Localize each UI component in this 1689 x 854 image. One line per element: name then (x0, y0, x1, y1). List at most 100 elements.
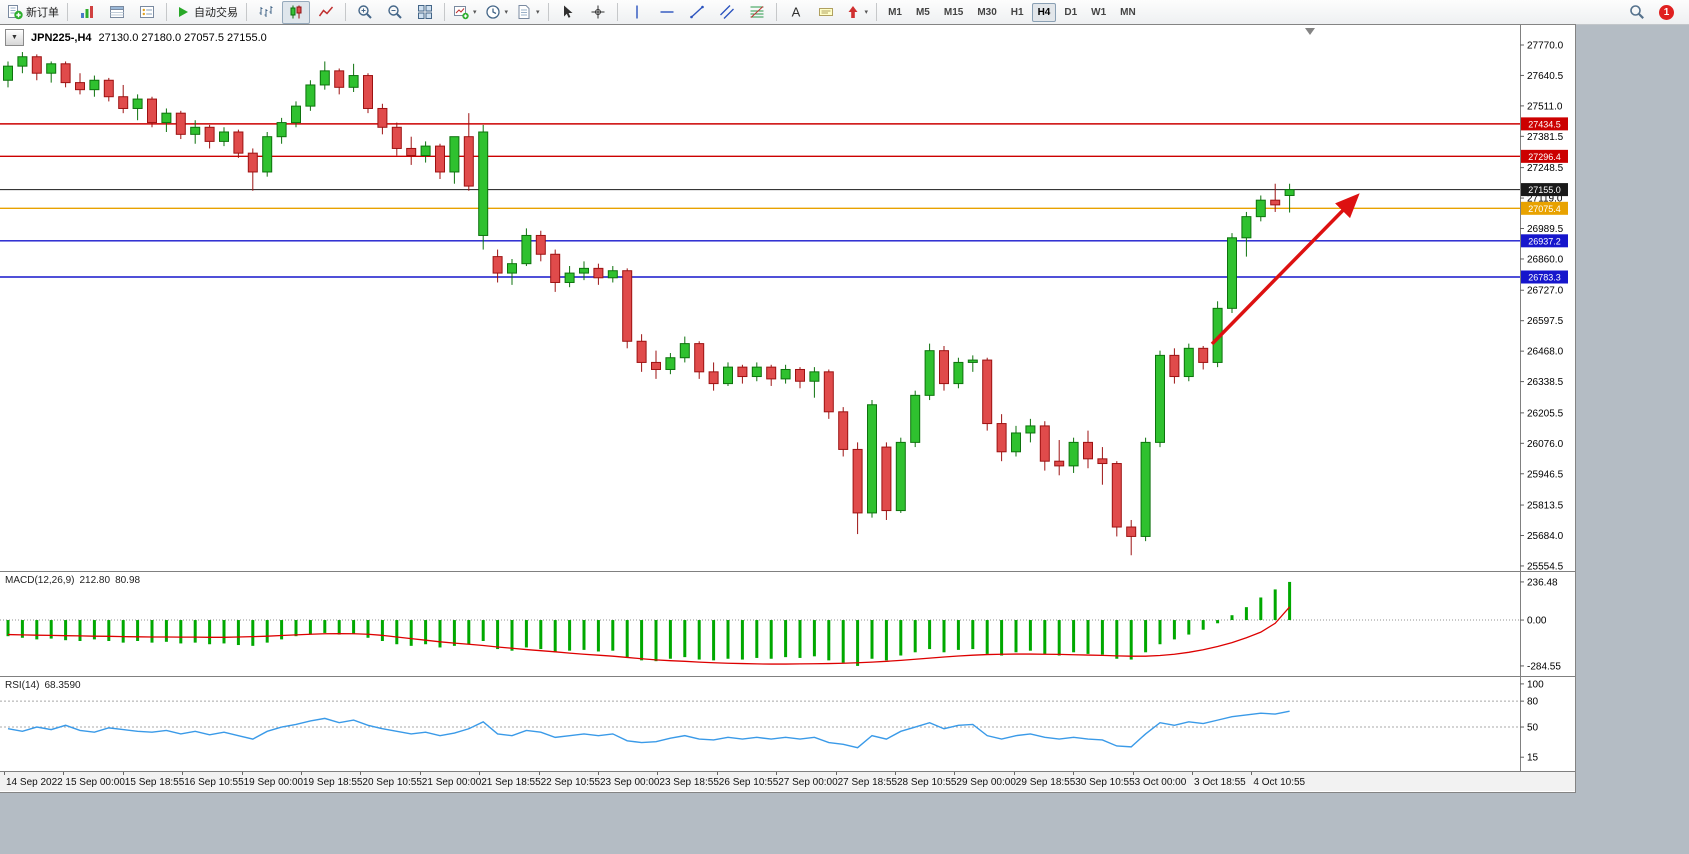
dropdown-caret-icon: ▾ (473, 9, 477, 16)
time-axis[interactable]: 14 Sep 2022 15 Sep 00:00 15 Sep 18:55 16 Se… (0, 771, 1575, 791)
search-button[interactable] (1623, 1, 1651, 24)
toolbar-separator (444, 3, 445, 21)
time-label: 15 Sep 00:00 (65, 777, 125, 788)
svg-text:27381.5: 27381.5 (1527, 132, 1564, 143)
time-tick (538, 772, 540, 775)
vline-icon (629, 4, 645, 20)
timeframe-mn-button[interactable]: MN (1120, 6, 1136, 18)
one-click-trading-toggle[interactable]: ▼ (5, 29, 24, 46)
time-tick (1013, 772, 1015, 775)
svg-text:27296.4: 27296.4 (1528, 152, 1561, 162)
timeframe-h1-button[interactable]: H1 (1010, 6, 1024, 18)
time-tick (835, 772, 837, 775)
time-tick (954, 772, 956, 775)
chart-window[interactable]: 27770.0 27640.5 27511.0 27381.5 27248.5 27119… (0, 24, 1576, 793)
svg-text:26338.5: 26338.5 (1527, 377, 1564, 388)
time-label: 3 Oct 00:00 (1134, 777, 1187, 788)
equidistant-channel-button[interactable] (713, 1, 741, 24)
svg-text:27075.4: 27075.4 (1528, 204, 1561, 214)
cursor-button[interactable] (554, 1, 582, 24)
svg-text:25813.5: 25813.5 (1527, 501, 1564, 512)
timeframe-m15-button[interactable]: M15 (943, 6, 964, 18)
line-chart-button[interactable] (312, 1, 340, 24)
svg-text:A: A (791, 5, 800, 20)
timeframe-h4-button[interactable]: H4 (1031, 2, 1057, 22)
timeframe-m30-button[interactable]: M30 (977, 6, 997, 18)
arrows-button[interactable]: ▾ (842, 1, 872, 24)
new-chart-button[interactable]: ▾ (450, 1, 480, 24)
price-chart-pane[interactable]: 27770.0 27640.5 27511.0 27381.5 27248.5 27119… (0, 25, 1575, 572)
timeframe-m1-button[interactable]: M1 (888, 6, 902, 18)
time-label: 3 Oct 18:55 (1194, 777, 1246, 788)
tile-windows-button[interactable] (411, 1, 439, 24)
templates-button[interactable]: ▾ (513, 1, 543, 24)
trendline-button[interactable] (683, 1, 711, 24)
time-tick (4, 772, 5, 775)
tline-icon (689, 4, 705, 20)
time-label: 23 Sep 00:00 (600, 777, 660, 788)
toolbar-separator (876, 3, 878, 21)
data-window-button[interactable] (103, 1, 131, 24)
svg-text:15: 15 (1527, 753, 1539, 764)
time-label: 27 Sep 00:00 (778, 777, 838, 788)
time-tick (360, 772, 362, 775)
pane-splitter[interactable] (0, 571, 1575, 572)
zoom-out-button[interactable] (381, 1, 409, 24)
fibonacci-retracement-button[interactable] (743, 1, 771, 24)
svg-text:27770.0: 27770.0 (1527, 40, 1564, 51)
timeframe-w1-button[interactable]: W1 (1091, 6, 1107, 18)
toolbar-separator (547, 3, 549, 21)
tile-windows-icon (417, 4, 433, 20)
dropdown-caret-icon: ▾ (536, 9, 540, 16)
notification-badge[interactable]: 1 (1659, 4, 1674, 20)
template-icon (516, 4, 532, 20)
price-chart-canvas[interactable]: 27770.0 27640.5 27511.0 27381.5 27248.5 27119… (0, 25, 1575, 572)
time-tick (776, 772, 778, 775)
toolbar-separator (166, 3, 167, 21)
navigator-button[interactable] (133, 1, 161, 24)
ohlc-values: 27130.0 27180.0 27057.5 27155.0 (98, 31, 267, 44)
timeframe-d1-button[interactable]: D1 (1064, 6, 1078, 18)
time-tick (122, 772, 124, 775)
time-label: 4 Oct 10:55 (1253, 777, 1306, 788)
new-order-button[interactable]: 新订单 (4, 1, 62, 24)
new-order-label: 新订单 (26, 7, 59, 19)
chart-title: ▼ JPN225-,H4 27130.0 27180.0 27057.5 271… (5, 29, 267, 46)
toolbar-separator (345, 3, 346, 21)
crosshair-button[interactable] (584, 1, 612, 24)
rsi-pane[interactable]: 100 80 50 15 RSI(14) 68.3590 (0, 677, 1575, 771)
profiles-icon (79, 4, 95, 20)
fibo-icon (749, 4, 765, 20)
bar-chart-button[interactable] (252, 1, 280, 24)
svg-text:26989.5: 26989.5 (1527, 224, 1564, 235)
time-tick (1073, 772, 1075, 775)
pane-splitter[interactable] (0, 676, 1575, 677)
text-button[interactable]: A (782, 1, 810, 24)
dropdown-caret-icon: ▾ (504, 9, 509, 16)
time-tick (241, 772, 243, 775)
macd-pane[interactable]: 236.48 0.00 -284.55 MACD(12,26,9) 212.80 8… (0, 572, 1575, 676)
autotrading-button[interactable]: 自动交易 (172, 1, 241, 24)
chart-profiles-button[interactable] (73, 1, 101, 24)
time-tick (301, 772, 302, 775)
horizontal-line-button[interactable] (653, 1, 681, 24)
time-label: 27 Sep 18:55 (837, 777, 898, 788)
text-label-button[interactable] (812, 1, 840, 24)
rsi-value: 68.3590 (44, 680, 81, 691)
macd-label: MACD(12,26,9) 212.80 80.98 (5, 575, 140, 586)
rsi-canvas[interactable]: 100 80 50 15 (0, 677, 1575, 771)
vertical-line-button[interactable] (623, 1, 651, 24)
new-chart-icon (453, 4, 469, 20)
new-order-icon (7, 4, 23, 20)
time-tick (419, 772, 421, 775)
macd-canvas[interactable]: 236.48 0.00 -284.55 (0, 572, 1575, 676)
crosshair-icon (590, 4, 606, 20)
svg-text:236.48: 236.48 (1527, 577, 1558, 588)
candlestick-chart-button[interactable] (282, 0, 310, 24)
zoom-in-button[interactable] (351, 1, 379, 24)
svg-text:25554.5: 25554.5 (1527, 561, 1564, 571)
symbol-period-label: JPN225-,H4 (31, 31, 92, 44)
periods-button[interactable]: ▾ (482, 1, 512, 24)
svg-text:26076.0: 26076.0 (1527, 439, 1564, 450)
timeframe-m5-button[interactable]: M5 (915, 6, 930, 18)
